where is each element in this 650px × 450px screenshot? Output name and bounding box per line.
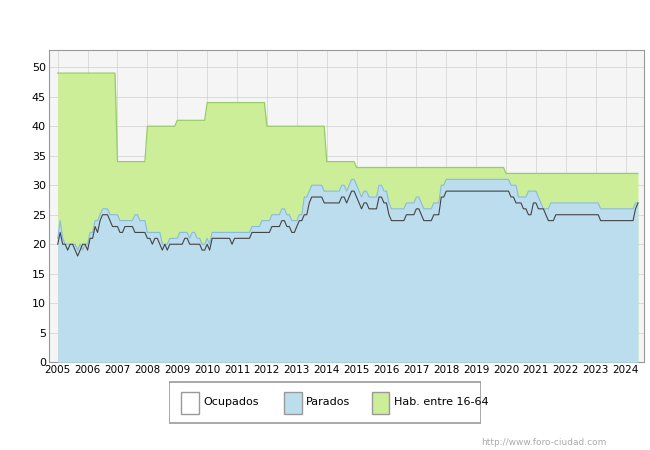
Text: http://www.foro-ciudad.com: http://www.foro-ciudad.com xyxy=(481,437,606,446)
Bar xyxy=(181,392,199,414)
Bar xyxy=(285,392,302,414)
Text: Parados: Parados xyxy=(306,397,350,407)
Text: Ocupados: Ocupados xyxy=(203,397,259,407)
Text: Hab. entre 16-64: Hab. entre 16-64 xyxy=(394,397,488,407)
Text: Monterrubio - Evolucion de la poblacion en edad de Trabajar Septiembre de 2024: Monterrubio - Evolucion de la poblacion … xyxy=(31,15,619,28)
Bar xyxy=(372,392,389,414)
